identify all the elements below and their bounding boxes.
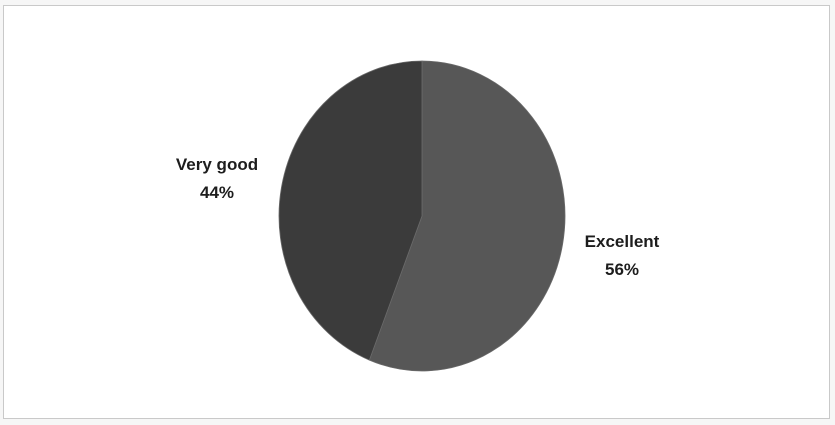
pie-slice-very-good [278, 60, 423, 361]
pie-slices [278, 60, 566, 372]
data-label-percent-very-good: 44% [200, 183, 234, 202]
pie-slice-excellent [368, 60, 566, 372]
data-label-percent-excellent: 56% [605, 260, 639, 279]
data-label-category-excellent: Excellent [585, 232, 660, 251]
data-label-category-very-good: Very good [176, 155, 258, 174]
pie-labels: Excellent 56% Very good 44% [176, 155, 660, 279]
